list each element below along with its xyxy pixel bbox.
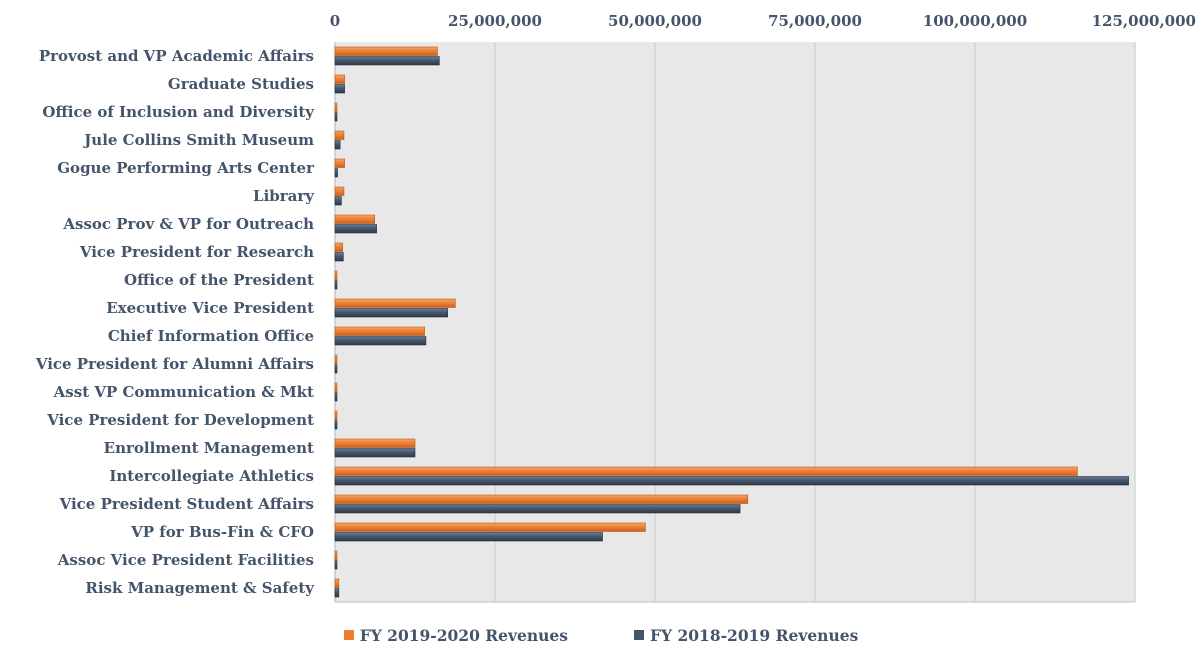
category-label: Vice President for Alumni Affairs: [35, 355, 314, 373]
bar-series-a: [334, 130, 345, 140]
category-label: Chief Information Office: [108, 327, 314, 345]
x-tick-label: 75,000,000: [768, 12, 862, 30]
category-label: Executive Vice President: [106, 299, 314, 317]
x-tick-label: 100,000,000: [923, 12, 1027, 30]
bar-series-a: [334, 186, 345, 196]
category-label: Intercollegiate Athletics: [109, 467, 314, 485]
bar-series-a: [334, 270, 338, 280]
bar-series-a: [334, 158, 345, 168]
legend-swatch-slate: [634, 630, 644, 640]
x-tick-label: 50,000,000: [608, 12, 702, 30]
bar-series-b: [334, 252, 344, 262]
bar-series-a: [334, 46, 438, 56]
bar-series-b: [334, 84, 345, 94]
category-label: Enrollment Management: [104, 439, 314, 457]
bar-series-b: [334, 280, 338, 290]
bar-series-b: [334, 560, 338, 570]
bar-series-a: [334, 74, 345, 84]
bar-series-a: [334, 494, 749, 504]
category-label: Vice President for Development: [46, 411, 314, 429]
category-label: Vice President Student Affairs: [59, 495, 314, 513]
gridlines: [334, 42, 1136, 603]
x-tick-label: 25,000,000: [448, 12, 542, 30]
x-tick-label: 0: [330, 12, 340, 30]
legend-label: FY 2019-2020 Revenues: [359, 625, 568, 645]
category-label: Vice President for Research: [79, 243, 314, 261]
x-tick-label: 125,000,000: [1092, 12, 1196, 30]
category-label: Library: [253, 187, 315, 205]
bar-chart: 0 25,000,000 50,000,000 75,000,000 100,000,0…: [35, 12, 1196, 603]
category-label: Gogue Performing Arts Center: [57, 159, 315, 177]
bar-series-a: [334, 242, 343, 252]
legend-item-fy2019-2020: FY 2019-2020 Revenues: [343, 625, 568, 645]
plot-area: [335, 42, 1135, 602]
bar-series-a: [334, 466, 1078, 476]
bar-series-b: [334, 112, 338, 122]
bar-series-a: [334, 214, 375, 224]
legend-item-fy2018-2019: FY 2018-2019 Revenues: [634, 626, 858, 645]
legend: FY 2019-2020 Revenues FY 2018-2019 Reven…: [0, 624, 1202, 646]
category-label: Graduate Studies: [168, 75, 314, 93]
category-label: VP for Bus-Fin & CFO: [130, 523, 314, 541]
x-axis-tick-labels: 0 25,000,000 50,000,000 75,000,000 100,000,0…: [330, 12, 1196, 30]
bar-series-b: [334, 196, 342, 206]
bar-series-b: [334, 336, 427, 346]
bar-series-b: [334, 308, 448, 318]
bar-series-b: [334, 224, 377, 234]
bar-series-b: [334, 504, 741, 514]
category-label: Provost and VP Academic Affairs: [39, 47, 314, 65]
bar-series-a: [334, 550, 338, 560]
bar-series-a: [334, 410, 338, 420]
category-label: Risk Management & Safety: [85, 579, 315, 597]
bar-series-b: [334, 476, 1129, 486]
bar-series-a: [334, 102, 338, 112]
category-label: Asst VP Communication & Mkt: [53, 383, 314, 401]
bar-series-b: [334, 448, 416, 458]
category-label: Jule Collins Smith Museum: [82, 131, 314, 149]
category-label: Assoc Vice President Facilities: [57, 551, 314, 569]
bar-series-a: [334, 382, 338, 392]
category-label: Office of the President: [124, 271, 314, 289]
bar-series-b: [334, 420, 338, 430]
bar-series-a: [334, 354, 338, 364]
bar-series-a: [334, 522, 646, 532]
bar-series-a: [334, 578, 340, 588]
bar-series-b: [334, 140, 341, 150]
bar-series-b: [334, 364, 338, 374]
bars: [334, 46, 1129, 598]
bar-series-a: [334, 298, 456, 308]
legend-swatch-orange: [343, 630, 354, 640]
bar-series-b: [334, 532, 603, 542]
bar-series-a: [334, 326, 425, 336]
bar-series-b: [334, 56, 440, 66]
bar-series-b: [334, 588, 340, 598]
category-label: Assoc Prov & VP for Outreach: [62, 215, 314, 233]
bar-series-b: [334, 168, 338, 178]
y-axis-category-labels: Provost and VP Academic Affairs Graduate …: [35, 47, 315, 597]
legend-label: FY 2018-2019 Revenues: [650, 625, 859, 645]
bar-series-b: [334, 392, 338, 402]
bar-series-a: [334, 438, 416, 448]
category-label: Office of Inclusion and Diversity: [42, 103, 315, 121]
